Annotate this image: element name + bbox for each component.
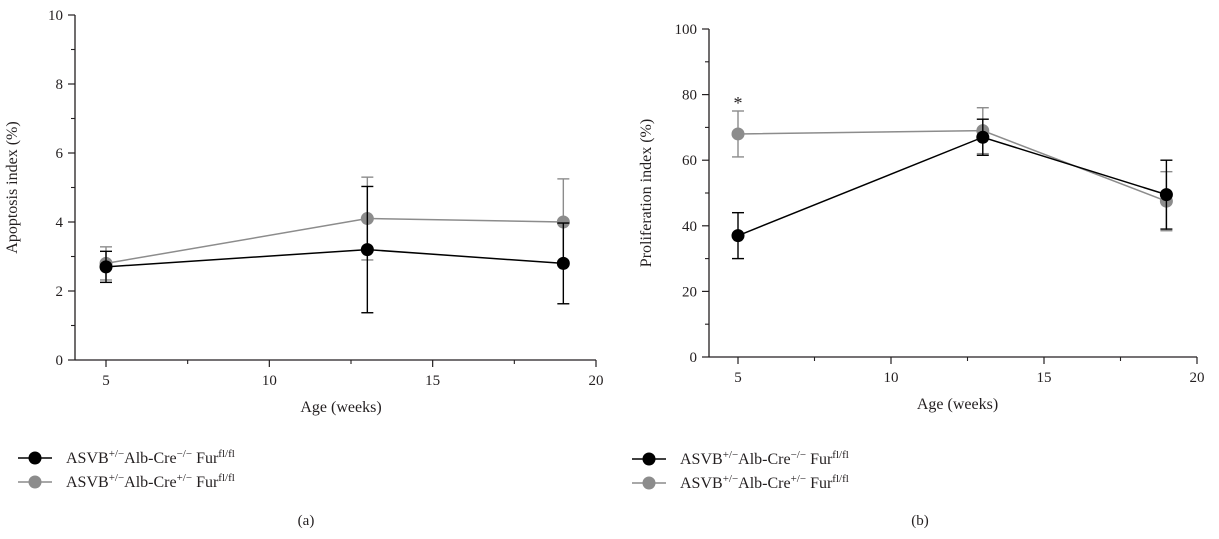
legend-marker — [28, 475, 42, 489]
y-tick-label: 10 — [48, 8, 63, 24]
data-point — [976, 130, 990, 144]
legend-label: ASVB+/−Alb-Cre+/− Furfl/fl — [66, 472, 235, 491]
legend-marker — [642, 476, 656, 490]
x-tick-label: 10 — [884, 370, 899, 386]
x-tick-label: 15 — [1037, 370, 1052, 386]
series-line — [737, 136, 1167, 237]
data-point — [556, 215, 570, 229]
data-point — [1159, 188, 1173, 202]
x-axis-label: Age (weeks) — [917, 396, 998, 413]
data-point — [731, 127, 745, 141]
y-tick-label: 8 — [56, 77, 64, 93]
legend-marker — [642, 452, 656, 466]
legend-label: ASVB+/−Alb-Cre−/− Furfl/fl — [66, 448, 235, 467]
series-line — [737, 129, 1167, 202]
chart-panel-b: 0 20 40 60 80 100 5 10 15 20 Age (weeks) Proliferat… — [632, 22, 1205, 529]
x-tick-label: 5 — [734, 370, 742, 386]
legend-label: ASVB+/−Alb-Cre−/− Furfl/fl — [680, 449, 849, 468]
data-point — [99, 260, 113, 274]
x-tick-label: 10 — [262, 373, 277, 389]
y-tick-label: 0 — [56, 353, 64, 369]
significance-marker: * — [734, 93, 743, 113]
data-point — [360, 243, 374, 257]
y-axis-label: Apoptosis index (%) — [4, 121, 21, 253]
chart-panel-a: 0 2 4 6 8 10 5 10 15 20 Age (weeks) Apoptosis index… — [4, 8, 604, 529]
panel-label: (a) — [298, 513, 315, 529]
legend-label: ASVB+/−Alb-Cre+/− Furfl/fl — [680, 473, 849, 492]
x-tick-label: 5 — [102, 373, 110, 389]
data-point — [731, 229, 745, 243]
legend-marker — [28, 451, 42, 465]
y-axis-label: Proliferation index (%) — [638, 119, 655, 267]
y-tick-label: 6 — [56, 146, 64, 162]
panel-label: (b) — [911, 513, 929, 529]
y-tick-label: 100 — [675, 22, 698, 38]
y-tick-label: 4 — [56, 215, 64, 231]
x-tick-label: 15 — [425, 373, 440, 389]
y-tick-label: 2 — [56, 284, 64, 300]
y-tick-label: 80 — [682, 88, 697, 104]
x-axis-label: Age (weeks) — [300, 399, 381, 416]
series-line — [105, 217, 564, 265]
x-tick-label: 20 — [1190, 370, 1205, 386]
data-point — [556, 256, 570, 270]
x-tick-label: 20 — [589, 373, 604, 389]
y-tick-label: 40 — [682, 219, 697, 235]
y-tick-label: 0 — [690, 350, 698, 366]
y-tick-label: 20 — [682, 284, 697, 300]
y-tick-label: 60 — [682, 153, 697, 169]
